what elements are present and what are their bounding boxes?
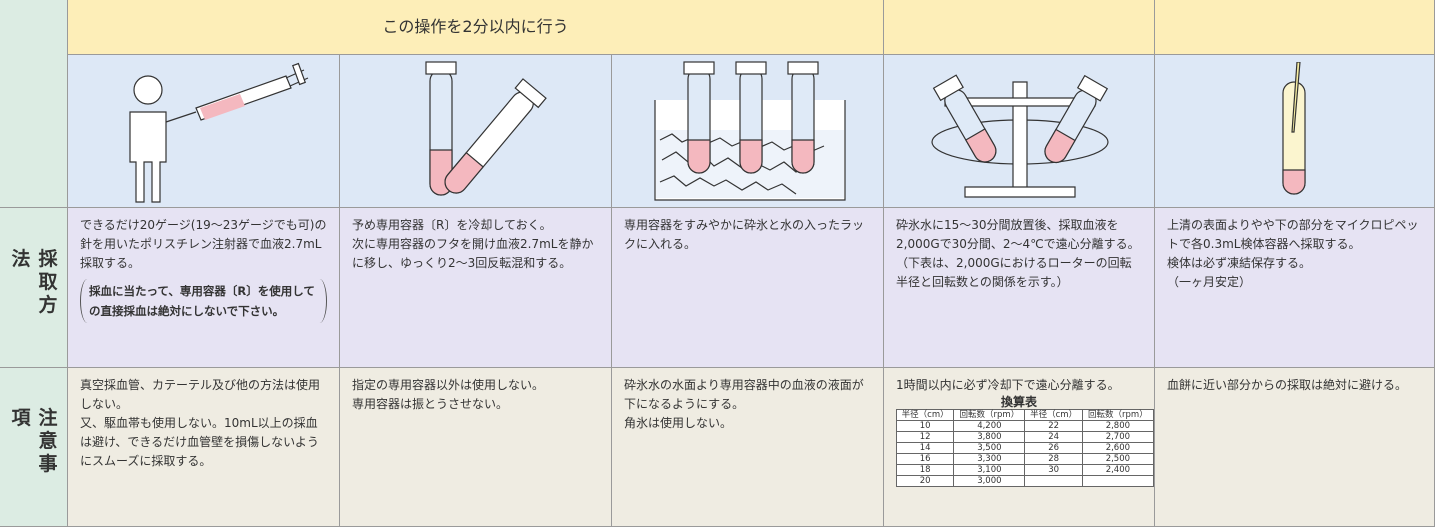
table-cell: 3,000 (953, 475, 1026, 487)
header-cell: 回転数（rpm） (953, 409, 1026, 421)
table-cell: 28 (1024, 453, 1083, 465)
method-cell: 専用容器をすみやかに砕氷と水の入ったラックに入れる。 (612, 208, 884, 368)
illustration-cell (340, 55, 612, 208)
corner-cell (0, 0, 68, 208)
notes-cell: 真空採血管、カテーテル及び他の方法は使用しない。又、駆血帯も使用しない。10mL… (68, 368, 340, 527)
paragraph: 1時間以内に必ず冷却下で遠心分離する。 (896, 378, 1120, 392)
notes-cell: 1時間以内に必ず冷却下で遠心分離する。 換算表 半径（cm） 回転数（rpm） 半径（c… (884, 368, 1155, 527)
table-cell: 3,300 (953, 453, 1026, 465)
pipette-illustration (1282, 62, 1306, 195)
illustration-cell (68, 55, 340, 208)
method-cell: 上清の表面よりやや下の部分をマイクロピペットで各0.3mL検体容器へ採取する。検… (1155, 208, 1435, 368)
header-cell: 回転数（rpm） (1081, 409, 1155, 421)
table-cell: 3,500 (953, 442, 1026, 454)
notes-text: 血餅に近い部分からの採取は絶対に避ける。 (1155, 368, 1434, 403)
paragraph: 検体は必ず凍結保存する。 (1167, 256, 1312, 270)
table-cell: 16 (895, 453, 955, 465)
table-cell: 3,800 (953, 431, 1026, 443)
method-cell: できるだけ20ゲージ(19〜23ゲージでも可)の針を用いたポリスチレン注射器で血… (68, 208, 340, 368)
paragraph: 予め専用容器〔R〕を冷却しておく。 (352, 218, 552, 232)
notes-cell: 砕氷水の水面より専用容器中の血液の液面が下になるようにする。角氷は使用しない。 (612, 368, 884, 527)
paragraph: 指定の専用容器以外は使用しない。 (352, 378, 545, 392)
table-cell: 2,500 (1081, 453, 1155, 465)
paragraph: （一ヶ月安定） (1167, 275, 1252, 289)
table-cell: 22 (1024, 420, 1083, 432)
method-cell: 予め専用容器〔R〕を冷却しておく。次に専用容器のフタを開け血液2.7mLを静かに… (340, 208, 612, 368)
notes-cell: 血餅に近い部分からの採取は絶対に避ける。 (1155, 368, 1435, 527)
table-row: 18 3,100 30 2,400 (895, 464, 1155, 476)
paragraph: 次に専用容器のフタを開け血液2.7mLを静かに移し、ゆっくり2〜3回反転混和する… (352, 237, 594, 270)
header-cell (1155, 0, 1435, 55)
conversion-table: 半径（cm） 回転数（rpm） 半径（cm） 回転数（rpm） 10 4,200 22 2,8… (895, 409, 1155, 487)
syringe-illustration (129, 62, 309, 203)
paragraph: 角氷は使用しない。 (624, 416, 733, 430)
table-cell (1024, 475, 1083, 487)
centrifuge-illustration (931, 74, 1109, 198)
method-text: 上清の表面よりやや下の部分をマイクロピペットで各0.3mL検体容器へ採取する。検… (1155, 208, 1434, 300)
method-note: 採血に当たって、専用容器〔R〕を使用しての直接採血は絶対にしないで下さい。 (80, 279, 327, 323)
table-cell: 12 (895, 431, 955, 443)
notes-cell: 指定の専用容器以外は使用しない。 専用容器は振とうさせない。 (340, 368, 612, 527)
table-row: 14 3,500 26 2,600 (895, 442, 1155, 454)
paragraph: 砕氷水の水面より専用容器中の血液の液面が下になるようにする。 (624, 378, 864, 411)
table-header: 半径（cm） 回転数（rpm） 半径（cm） 回転数（rpm） (895, 409, 1155, 421)
paragraph: できるだけ20ゲージ(19〜23ゲージでも可)の針を用いたポリスチレン注射器で血… (80, 218, 327, 270)
method-text: 専用容器をすみやかに砕氷と水の入ったラックに入れる。 (612, 208, 883, 262)
table-cell: 26 (1024, 442, 1083, 454)
method-cell: 砕氷水に15〜30分間放置後、採取血液を2,000Gで30分間、2〜4℃で遠心分… (884, 208, 1155, 368)
table-cell: 10 (895, 420, 955, 432)
notes-text: 指定の専用容器以外は使用しない。 専用容器は振とうさせない。 (340, 368, 611, 422)
method-text: 予め専用容器〔R〕を冷却しておく。次に専用容器のフタを開け血液2.7mLを静かに… (340, 208, 611, 281)
table-title: 換算表 (1000, 395, 1037, 409)
notes-text: 1時間以内に必ず冷却下で遠心分離する。 換算表 半径（cm） 回転数（rpm） 半径（c… (884, 368, 1155, 495)
table-cell: 20 (895, 475, 955, 487)
table-cell: 30 (1024, 464, 1083, 476)
table-cell (1081, 475, 1155, 487)
table-cell: 2,700 (1081, 431, 1155, 443)
paragraph: 砕氷水に15〜30分間放置後、採取血液を2,000Gで30分間、2〜4℃で遠心分… (896, 218, 1140, 289)
row-label-cell: 注意事項 (0, 368, 68, 527)
paragraph: 専用容器をすみやかに砕氷と水の入ったラックに入れる。 (624, 218, 865, 251)
header-cell: 半径（cm） (895, 409, 955, 421)
header-cell (884, 0, 1155, 55)
ice-bath-illustration (654, 61, 846, 201)
banner: この操作を2分以内に行う (382, 17, 569, 36)
table-cell: 2,800 (1081, 420, 1155, 432)
table-cell: 3,100 (953, 464, 1026, 476)
row-label-cell: 採取方法 (0, 208, 68, 368)
notes-text: 真空採血管、カテーテル及び他の方法は使用しない。又、駆血帯も使用しない。10mL… (68, 368, 339, 479)
table-row: 10 4,200 22 2,800 (895, 420, 1155, 432)
table-row: 12 3,800 24 2,700 (895, 431, 1155, 443)
table-cell: 2,400 (1081, 464, 1155, 476)
notes-text: 砕氷水の水面より専用容器中の血液の液面が下になるようにする。角氷は使用しない。 (612, 368, 883, 441)
paragraph: 上清の表面よりやや下の部分をマイクロピペットで各0.3mL検体容器へ採取する。 (1167, 218, 1419, 251)
table-cell: 4,200 (953, 420, 1026, 432)
paragraph: 血餅に近い部分からの採取は絶対に避ける。 (1167, 378, 1408, 392)
table-cell: 18 (895, 464, 955, 476)
header-cell: 半径（cm） (1024, 409, 1083, 421)
paragraph: 又、駆血帯も使用しない。10mL以上の採血は避け、できるだけ血管壁を損傷しないよ… (80, 416, 319, 468)
table-cell: 14 (895, 442, 955, 454)
banner-cell: この操作を2分以内に行う (68, 0, 884, 55)
method-text: 砕氷水に15〜30分間放置後、採取血液を2,000Gで30分間、2〜4℃で遠心分… (884, 208, 1154, 300)
table-cell: 24 (1024, 431, 1083, 443)
row-label: 採取方法 (8, 247, 58, 317)
table-row: 20 3,000 (895, 475, 1155, 487)
paragraph: 真空採血管、カテーテル及び他の方法は使用しない。 (80, 378, 321, 411)
table-cell: 2,600 (1081, 442, 1155, 454)
row-label: 注意事項 (8, 407, 58, 477)
paragraph: 専用容器は振とうさせない。 (352, 397, 509, 411)
method-text: できるだけ20ゲージ(19〜23ゲージでも可)の針を用いたポリスチレン注射器で血… (68, 208, 339, 331)
tubes-illustration (425, 61, 547, 196)
table-row: 16 3,300 28 2,500 (895, 453, 1155, 465)
